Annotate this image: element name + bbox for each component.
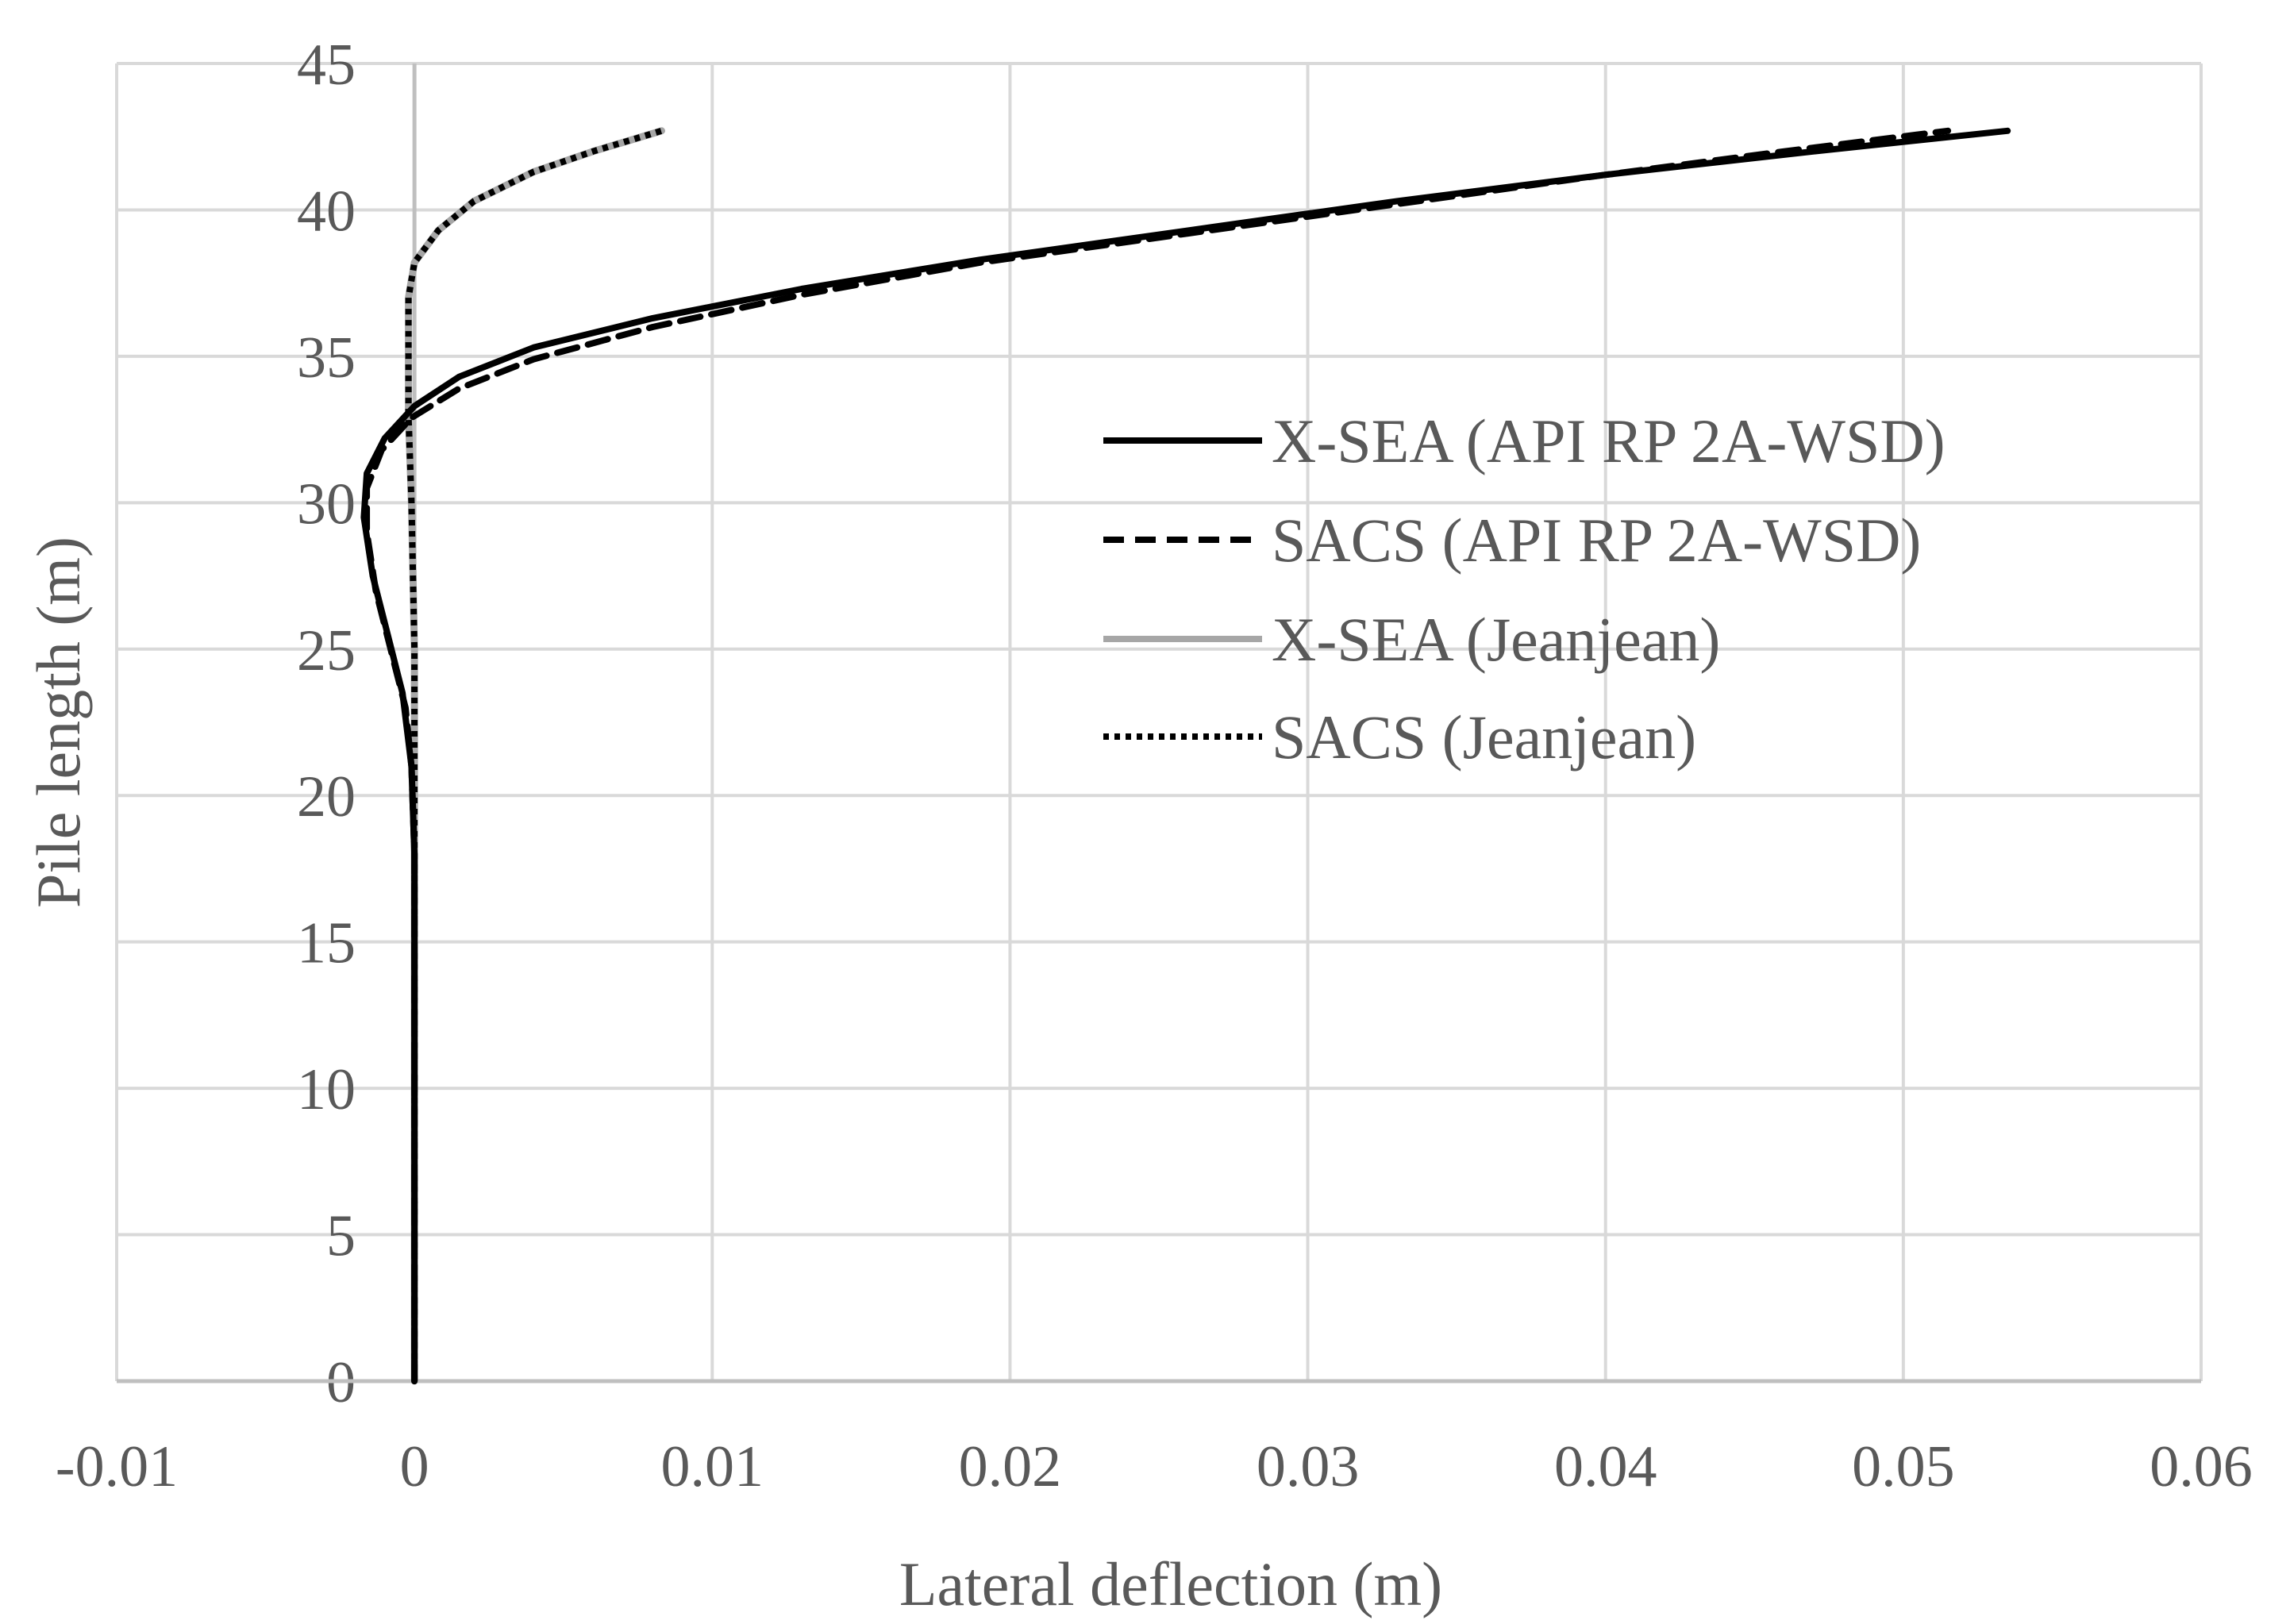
x-tick-label: -0.01 (56, 1434, 178, 1499)
x-tick-label: 0.03 (1257, 1434, 1360, 1499)
y-axis-title: Pile length (m) (24, 537, 93, 908)
y-tick-label: 5 (326, 1204, 356, 1269)
y-tick-label: 35 (297, 325, 356, 391)
legend-label-0: X-SEA (API RP 2A-WSD) (1272, 406, 1946, 475)
x-tick-label: 0.01 (661, 1434, 764, 1499)
legend-label-3: SACS (Jeanjean) (1272, 702, 1696, 772)
legend-label-1: SACS (API RP 2A-WSD) (1272, 506, 1921, 575)
y-tick-label: 45 (297, 33, 356, 98)
y-tick-label: 20 (297, 764, 356, 829)
series-line-1 (364, 127, 1952, 1384)
x-tick-label: 0.04 (1554, 1434, 1657, 1499)
series-line-3 (405, 127, 663, 1381)
x-tick-label: 0.02 (959, 1434, 1062, 1499)
legend: X-SEA (API RP 2A-WSD) SACS (API RP 2A-WSD… (1103, 406, 1946, 772)
legend-label-2: X-SEA (Jeanjean) (1272, 605, 1720, 674)
x-tick-label: 0.05 (1852, 1434, 1955, 1499)
grid (115, 62, 2203, 1383)
series-line-2 (405, 127, 665, 1385)
x-tick-label: 0.06 (2150, 1434, 2253, 1499)
x-tick-label: 0 (400, 1434, 429, 1499)
series-line-0 (360, 127, 2011, 1384)
series-group (360, 127, 2011, 1385)
y-tick-label: 25 (297, 618, 356, 683)
y-tick-label: 15 (297, 911, 356, 976)
y-tick-label: 10 (297, 1057, 356, 1122)
x-axis-title: Lateral deflection (m) (899, 1549, 1442, 1618)
y-tick-label: 40 (297, 179, 356, 244)
y-tick-label: 30 (297, 471, 356, 537)
axes: -0.01 0 0.01 0.02 0.03 0.04 0.05 0.060510152025… (56, 33, 2253, 1499)
